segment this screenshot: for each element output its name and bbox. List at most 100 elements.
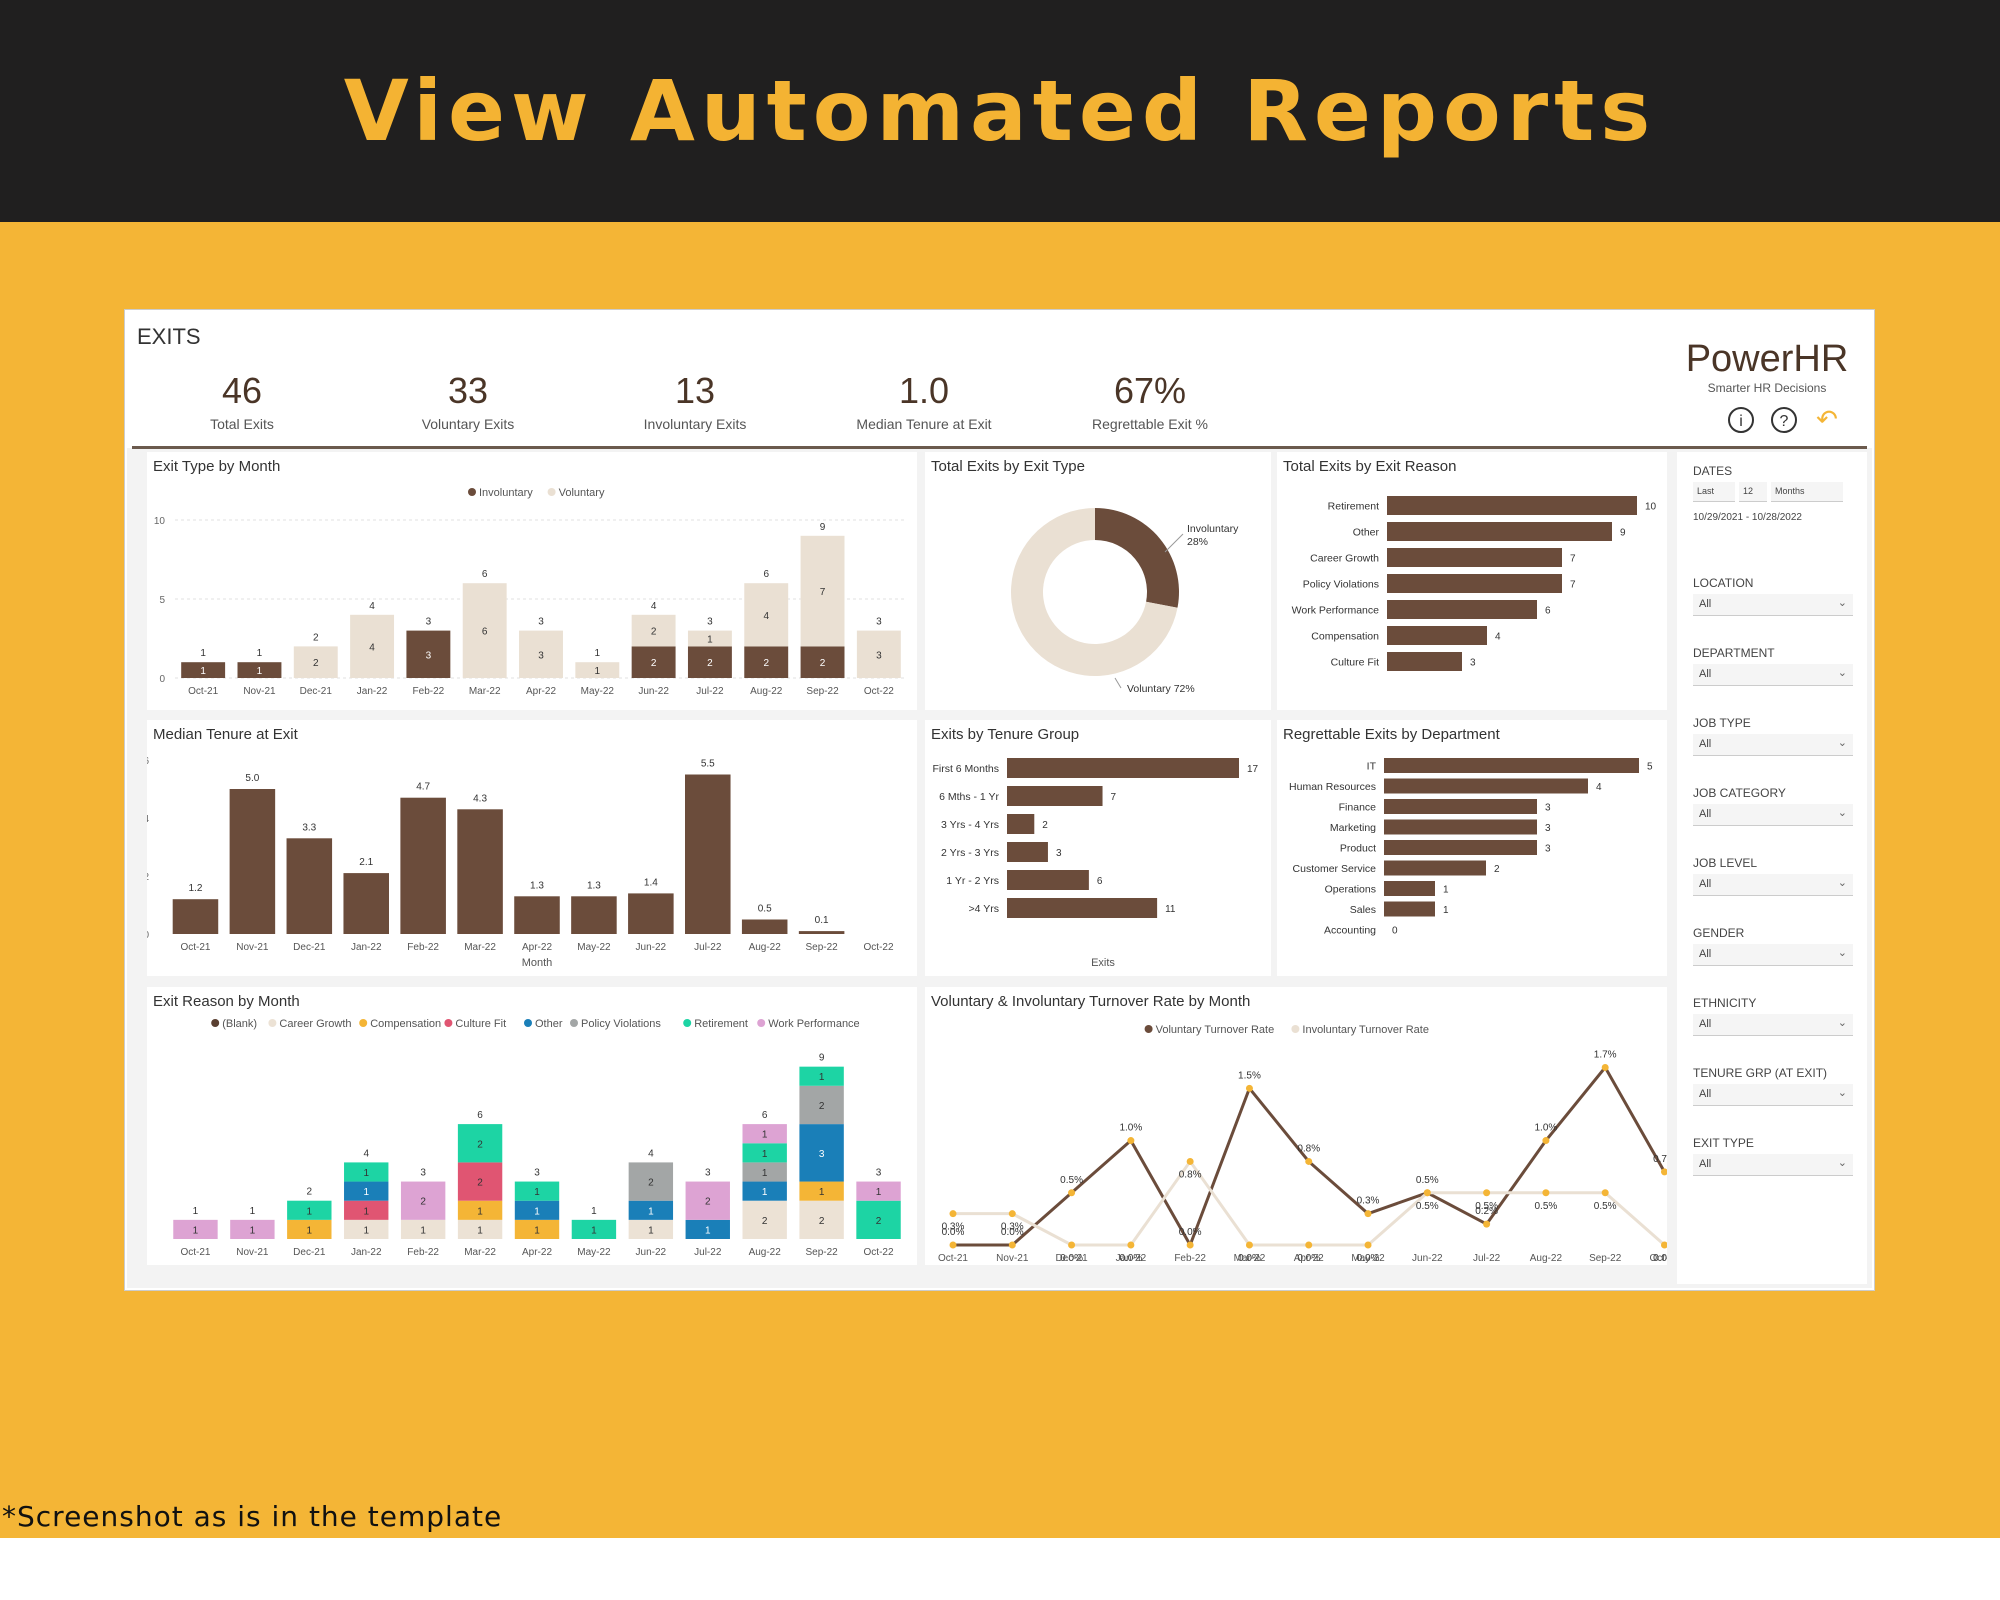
segment-label: 2 [819,1101,825,1112]
bar [286,838,333,934]
legend-label: Policy Violations [581,1018,661,1030]
chart-exits-by-reason: Retirement 10 Other 9 Career Growth 7 Policy V… [1292,496,1657,671]
segment-label: 2 [651,658,657,669]
filter-select-ethnicity[interactable]: All ⌄ [1693,1014,1853,1036]
back-arrow-icon[interactable]: ↶ [1813,406,1841,434]
bar [798,931,845,934]
bar-segment [799,1085,844,1125]
chevron-down-icon: ⌄ [1837,877,1847,889]
x-tick-label: Dec-21 [293,1247,326,1258]
filter-select-gender[interactable]: All ⌄ [1693,944,1853,966]
data-label: 0.3% [1001,1222,1024,1233]
filter-select-job-type[interactable]: All ⌄ [1693,734,1853,756]
legend-marker [444,1019,453,1027]
help-icon[interactable]: ? [1770,406,1798,434]
panel-title: Exit Reason by Month [153,993,300,1010]
x-tick-label: Jun-22 [1412,1253,1443,1264]
filter-select-department[interactable]: All ⌄ [1693,664,1853,686]
x-tick-label: Oct-21 [180,942,210,953]
bar-segment [287,1200,332,1220]
data-label: 9 [1620,528,1626,539]
segment-label: 2 [819,1216,825,1227]
segment-label: 2 [651,627,657,638]
filter-label-exit-type: EXIT TYPE [1693,1136,1754,1150]
x-tick-label: Oct-22 [864,1247,894,1258]
data-label: 3 [1545,803,1551,814]
dates-count-input[interactable]: 12 [1739,482,1767,502]
data-label: 10 [1645,502,1657,513]
x-tick-label: Apr-22 [522,1247,552,1258]
filter-select-exit-type[interactable]: All ⌄ [1693,1154,1853,1176]
total-label: 6 [482,569,488,580]
segment-label: 2 [707,658,713,669]
data-label: 0.0% [1179,1227,1202,1238]
total-label: 1 [250,1206,256,1217]
filter-select-location[interactable]: All ⌄ [1693,594,1853,616]
filter-select-job-level[interactable]: All ⌄ [1693,874,1853,896]
legend-label: Involuntary [479,487,533,499]
segment-label: 2 [762,1216,768,1227]
bar-segment [457,1124,503,1163]
y-tick-label: 0 [159,674,165,685]
legend-label: Other [535,1018,563,1030]
bar-segment [742,1124,787,1144]
bar-segment [800,535,845,647]
bar-segment [685,1181,730,1220]
total-label: 3 [705,1168,711,1179]
category-label: Policy Violations [1303,579,1379,591]
panel-title: Total Exits by Exit Type [931,458,1085,475]
chevron-down-icon: ⌄ [1837,1157,1847,1169]
segment-label: 1 [534,1187,540,1198]
bar-segment [293,646,338,678]
panel-title: Exits by Tenure Group [931,726,1080,743]
filter-label-location: LOCATION [1693,576,1754,590]
bar-segment [344,1219,389,1239]
segment-label: 3 [426,650,432,661]
x-tick-label: Oct-21 [938,1253,968,1264]
segment-label: 3 [819,1149,825,1160]
bar [1007,898,1158,918]
bar-segment [575,662,620,678]
panel-exits-by-reason: Total Exits by Exit Reason Retirement 10 O… [1277,452,1667,710]
x-tick-label: Oct-22 [864,686,894,697]
data-label: 0.7% [1653,1154,1667,1165]
bar-segment [519,630,563,678]
panel-regrettable-exits: Regrettable Exits by Department IT 5 Human… [1277,720,1667,976]
data-label: 3 [1545,844,1551,855]
bar [1387,496,1637,515]
data-point [1305,1157,1313,1165]
segment-label: 4 [369,642,375,653]
category-label: Sales [1350,904,1376,916]
kpi-label: Voluntary Exits [421,416,515,432]
dates-relative-select[interactable]: Last [1693,482,1735,502]
panel-title: Voluntary & Involuntary Turnover Rate by… [931,993,1251,1010]
dates-unit-select[interactable]: Months [1771,482,1843,502]
data-label: 0.5% [1475,1201,1498,1212]
info-icon[interactable]: i [1727,406,1755,434]
bar [1384,881,1435,896]
y-tick-label: 6 [147,756,149,767]
bar-segment [628,1162,674,1201]
x-tick-label: Nov-21 [236,942,269,953]
data-label: 0.3% [1357,1196,1380,1207]
data-point [949,1210,957,1218]
bar-segment [350,614,395,678]
x-tick-label: Nov-21 [996,1253,1029,1264]
legend-label: (Blank) [222,1018,257,1030]
y-tick-label: 5 [159,595,165,606]
segment-label: 1 [420,1225,426,1236]
bar-segment [173,1219,218,1239]
data-point [1127,1137,1135,1145]
chevron-down-icon: ⌄ [1837,1087,1847,1099]
bar-segment [799,1181,844,1201]
bar-segment [687,630,732,647]
filter-select-job-category[interactable]: All ⌄ [1693,804,1853,826]
segment-label: 1 [648,1225,654,1236]
legend-label: Retirement [694,1018,748,1030]
data-label: 17 [1247,764,1259,775]
bar-segment [628,1200,674,1220]
filter-select-tenure-grp-at-exit[interactable]: All ⌄ [1693,1084,1853,1106]
data-point [1245,1241,1253,1249]
data-label: 4 [1495,632,1501,643]
